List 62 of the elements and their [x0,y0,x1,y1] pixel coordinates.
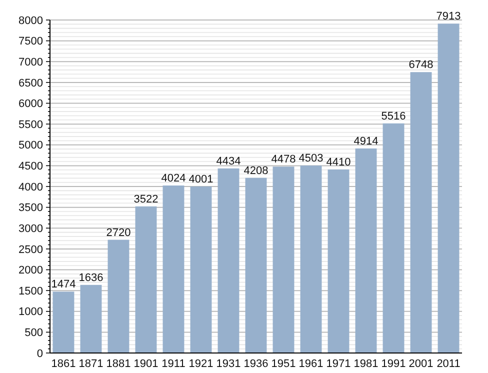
bar [272,166,294,353]
data-label: 3522 [134,193,158,206]
y-tick-label: 3000 [18,222,43,235]
bar [355,148,377,353]
data-label: 1474 [51,278,76,291]
x-tick-label: 1991 [381,358,406,370]
y-tick-label: 6000 [18,98,43,110]
data-label: 4001 [188,173,214,186]
x-tick-label: 2001 [408,358,434,370]
x-tick-label: 1901 [134,358,158,370]
y-tick-label: 5000 [18,140,43,152]
data-label: 4434 [216,155,241,168]
x-tick-label: 1936 [244,358,268,370]
y-tick-label: 2500 [18,244,43,256]
y-tick-label: 7000 [18,56,43,68]
data-label: 4208 [244,164,268,177]
y-tick-label: 7500 [18,36,43,48]
bar [300,166,322,353]
x-tick-label: 1921 [188,358,214,370]
y-tick-label: 2000 [18,264,43,277]
bar [108,240,130,353]
data-label: 4410 [326,156,351,168]
y-tick-label: 1000 [18,306,43,318]
x-tick-label: 1861 [51,358,76,370]
bar [135,206,157,353]
data-label: 5516 [381,110,406,122]
y-tick-label: 5500 [18,118,43,131]
x-tick-label: 1881 [106,358,131,370]
bar [410,72,432,353]
bar [190,186,212,353]
bar [218,168,240,353]
x-tick-label: 1911 [162,358,186,370]
data-label: 2720 [106,226,131,239]
y-tick-label: 1500 [18,285,43,298]
y-tick-label: 4000 [18,181,43,194]
data-label: 1636 [78,272,104,284]
data-label: 4478 [271,154,296,166]
y-tick-label: 500 [24,327,43,340]
x-tick-label: 2011 [436,358,460,370]
bar [162,186,184,353]
x-tick-label: 1871 [78,358,104,370]
bar [438,24,460,353]
data-label: 4503 [298,152,324,165]
x-tick-label: 1981 [354,358,378,370]
x-tick-label: 1971 [326,358,351,370]
bar [328,169,350,353]
y-tick-label: 3500 [18,202,43,214]
data-label: 4914 [354,135,378,148]
data-label: 4024 [161,172,186,184]
x-tick-label: 1951 [271,358,296,370]
y-tick-label: 0 [36,348,43,360]
bar [382,123,404,353]
bar [245,178,267,353]
x-tick-label: 1961 [298,358,324,370]
y-tick-label: 6500 [18,77,43,90]
data-label: 7913 [436,10,461,23]
bar [52,292,74,353]
data-label: 6748 [408,59,434,72]
y-tick-label: 8000 [18,14,43,27]
x-tick-label: 1931 [216,358,241,370]
bar [80,284,102,353]
y-tick-label: 4500 [18,160,43,173]
